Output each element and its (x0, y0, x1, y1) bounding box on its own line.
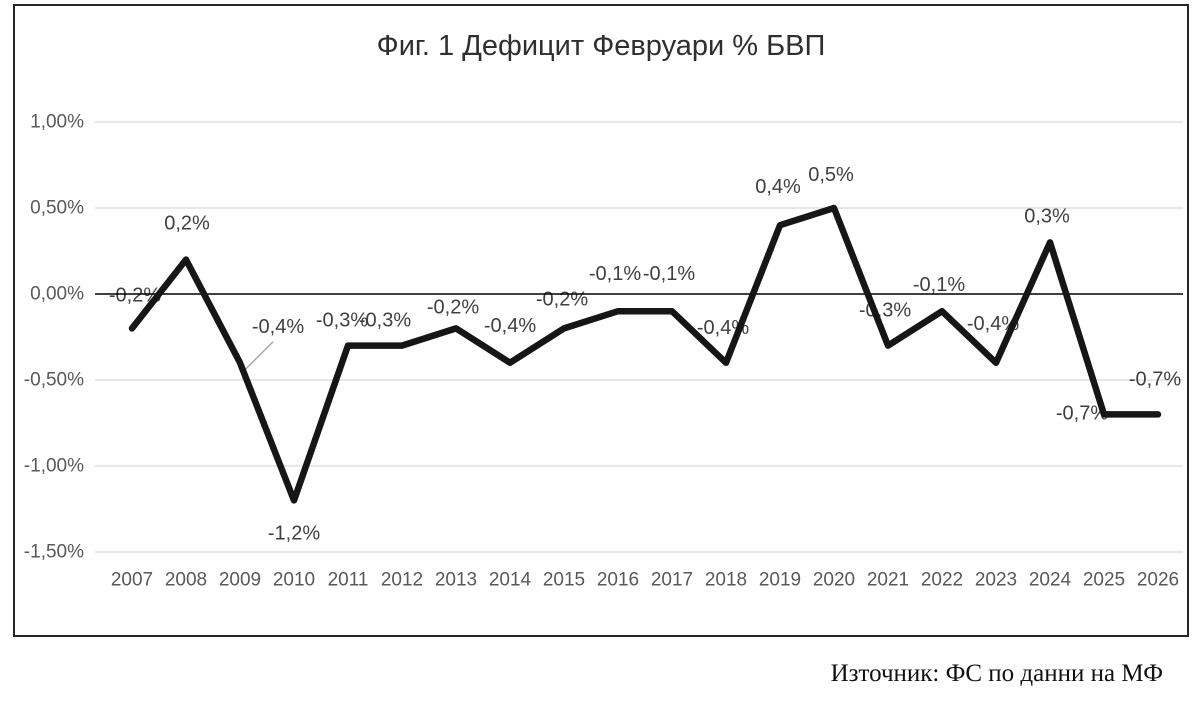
chart-frame: 1,00% 0,50% 0,00% -0,50% -1,00% -1,50% 2007 200… (13, 4, 1189, 637)
y-axis-tick-label: -0,50% (24, 370, 84, 391)
data-label: -1,2% (268, 522, 320, 544)
y-axis-tick-label: 0,00% (30, 284, 84, 305)
y-axis-tick-label: 0,50% (30, 198, 84, 219)
x-axis-tick-label: 2011 (328, 570, 369, 591)
data-label: -0,3% (359, 310, 411, 332)
x-axis-tick-label: 2020 (813, 570, 855, 591)
x-axis-tick-label: 2021 (867, 570, 909, 591)
data-label: -0,1% (589, 263, 641, 285)
x-axis-tick-label: 2010 (273, 570, 315, 591)
x-axis-tick-label: 2019 (759, 570, 801, 591)
x-axis-tick-label: 2014 (489, 570, 532, 591)
data-label: 0,3% (1024, 205, 1070, 227)
data-label: -0,7% (1129, 368, 1181, 390)
y-axis-tick-label: -1,50% (24, 542, 84, 563)
data-label: -0,2% (427, 296, 479, 318)
data-label: 0,4% (755, 176, 801, 198)
x-axis-tick-label: 2009 (219, 570, 261, 591)
y-axis-tick-label: -1,00% (24, 456, 84, 477)
deficit-line-chart: 1,00% 0,50% 0,00% -0,50% -1,00% -1,50% 2007 200… (24, 112, 1183, 591)
data-label: 0,2% (164, 213, 210, 235)
source-note: Източник: ФС по данни на МФ (830, 660, 1163, 687)
data-label: -0,4% (967, 313, 1019, 335)
data-label: -0,1% (913, 274, 965, 296)
data-label: -0,2% (109, 284, 161, 306)
data-label: -0,4% (484, 315, 536, 337)
x-axis-tick-label: 2016 (597, 570, 639, 591)
data-label: -0,1% (643, 263, 695, 285)
x-axis-tick-label: 2013 (435, 570, 477, 591)
x-axis-tick-label: 2025 (1083, 570, 1125, 591)
x-axis-tick-label: 2015 (543, 570, 585, 591)
x-axis-tick-label: 2008 (165, 570, 207, 591)
x-axis-tick-label: 2018 (705, 570, 747, 591)
data-label: -0,3% (859, 300, 911, 322)
x-axis-tick-label: 2024 (1029, 570, 1072, 591)
x-axis-tick-label: 2012 (381, 570, 423, 591)
x-axis-tick-label: 2017 (651, 570, 693, 591)
x-axis-tick-label: 2007 (111, 570, 153, 591)
y-axis-tick-label: 1,00% (30, 112, 84, 133)
data-label: -0,2% (536, 288, 588, 310)
data-label: -0,7% (1056, 402, 1108, 424)
deficit-series-line (128, 204, 1162, 504)
x-axis-tick-label: 2022 (921, 570, 963, 591)
leader-line (243, 341, 274, 372)
x-axis-tick-label: 2023 (975, 570, 1017, 591)
data-label: -0,3% (316, 310, 368, 332)
data-label: -0,4% (252, 316, 304, 338)
x-axis-tick-label: 2026 (1137, 570, 1179, 591)
data-label: 0,5% (808, 164, 854, 186)
